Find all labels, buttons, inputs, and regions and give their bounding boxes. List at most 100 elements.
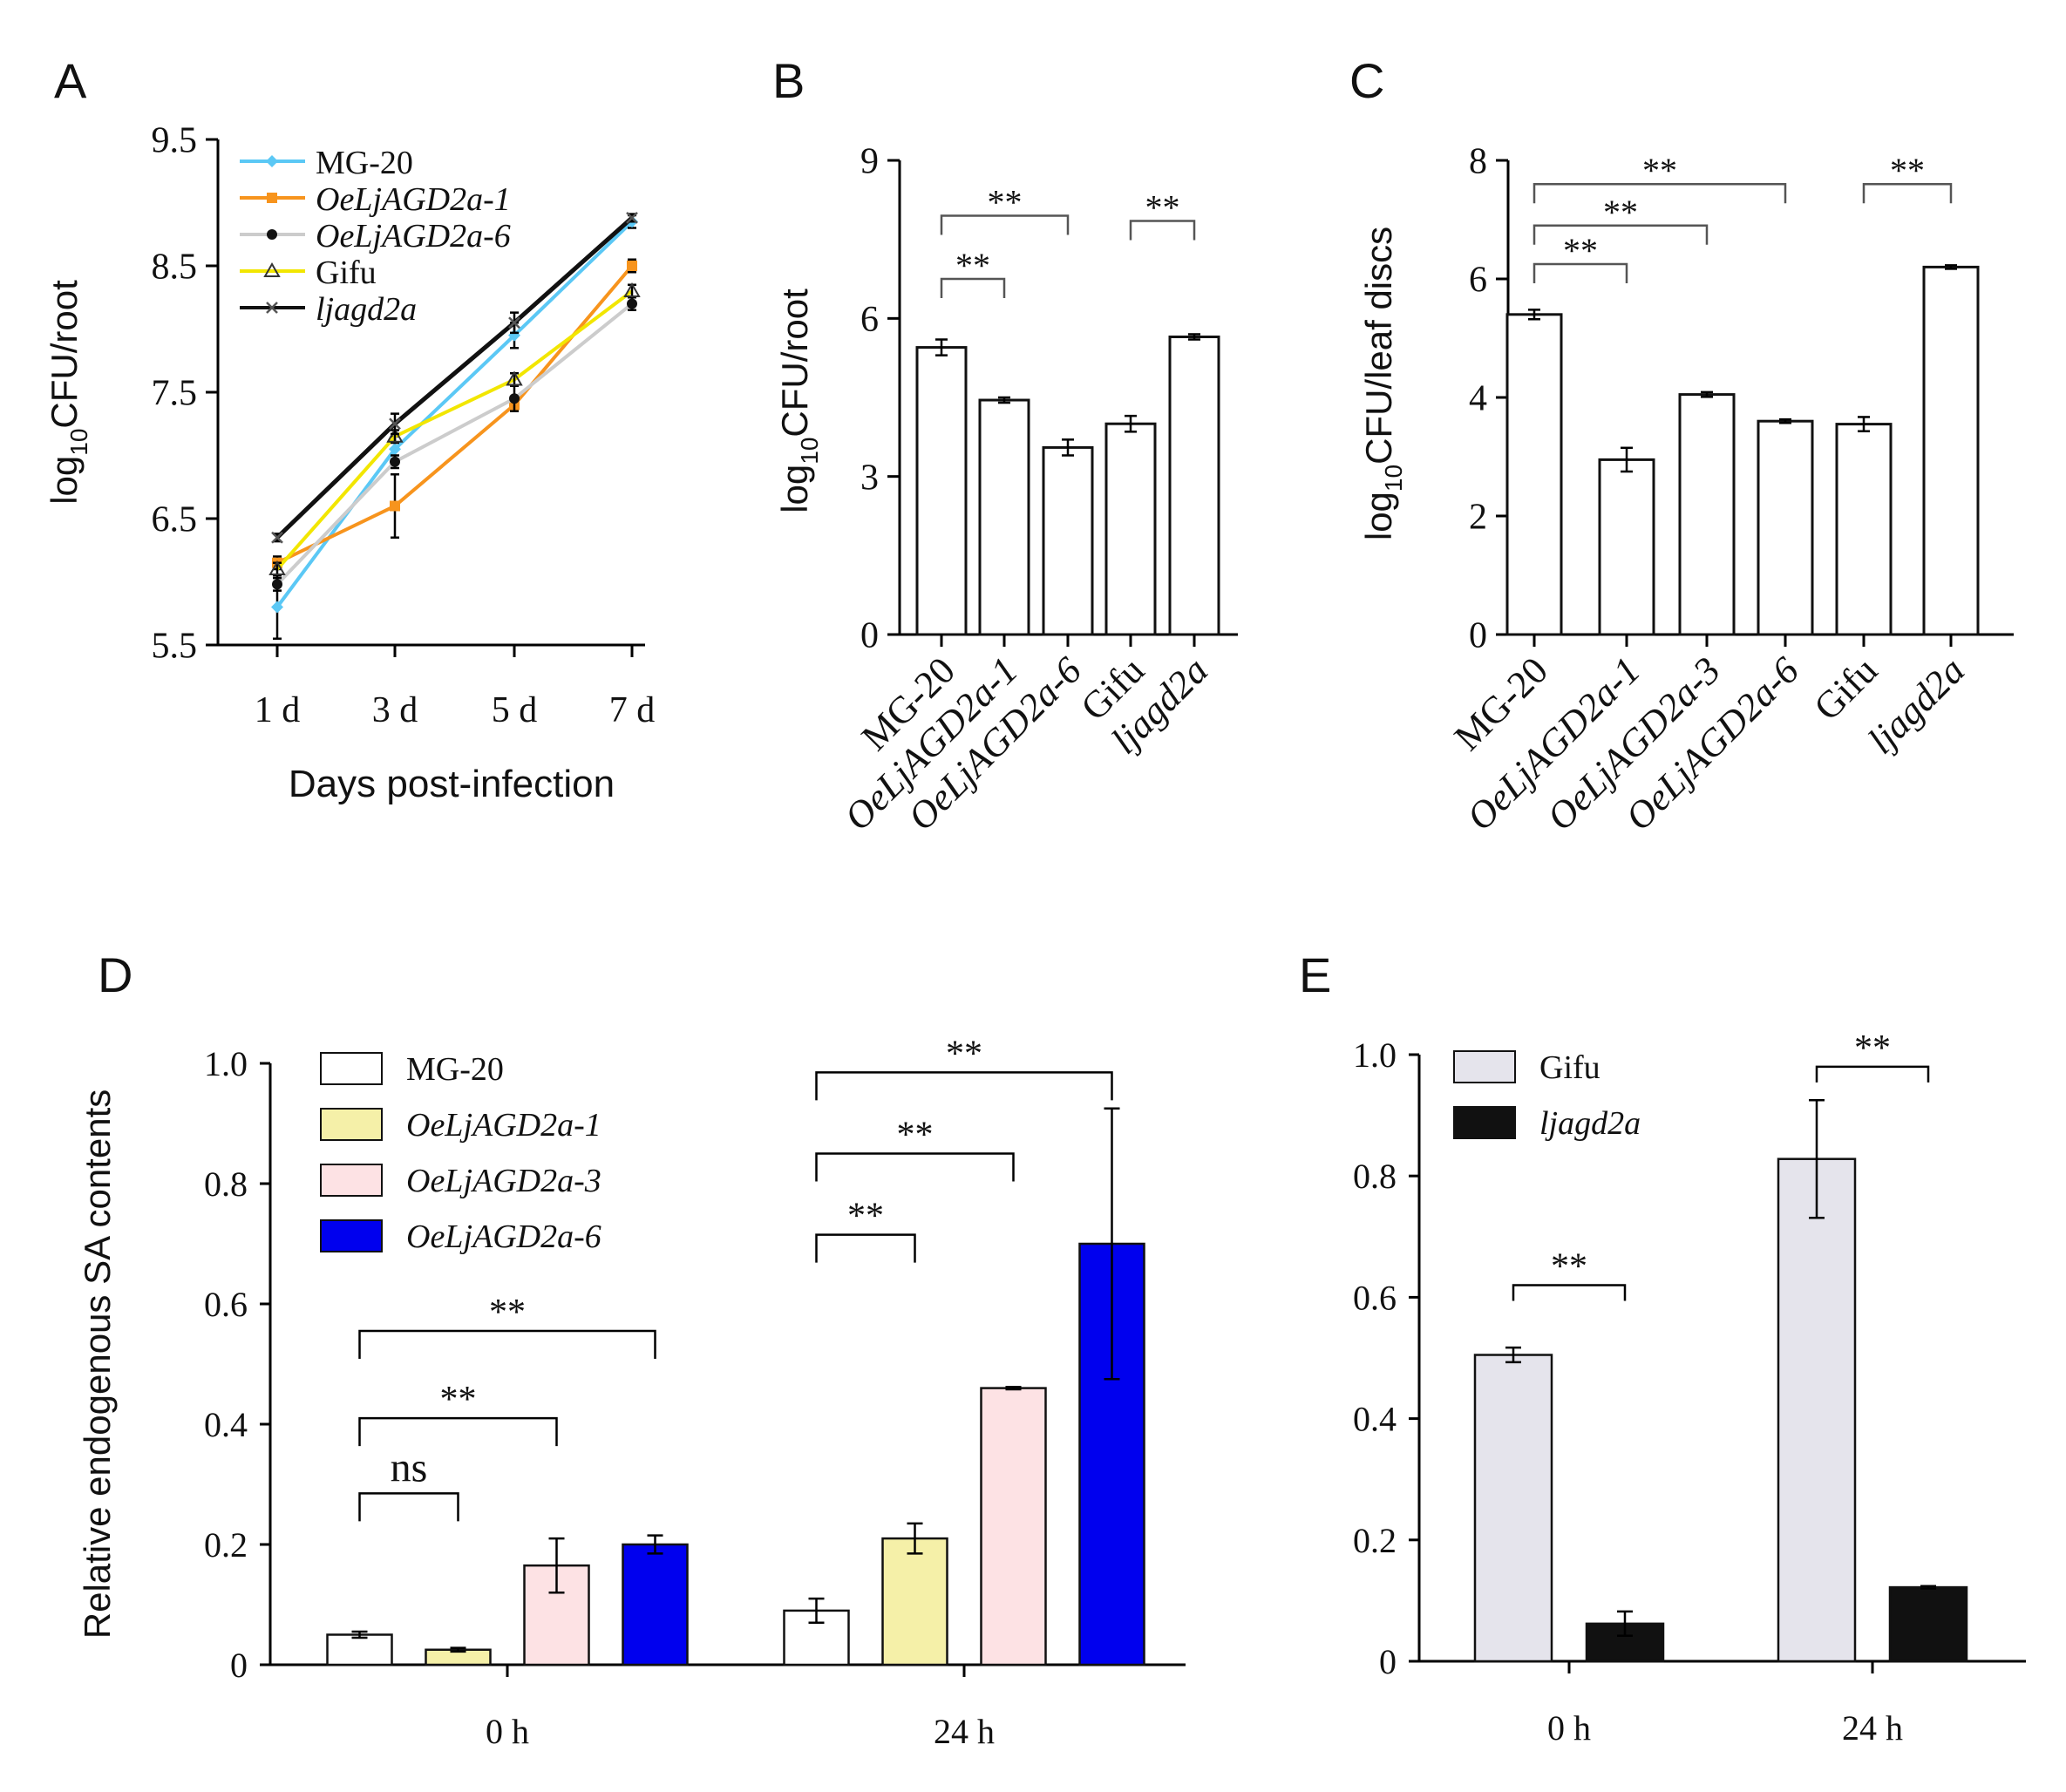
panel-b-y-tick-label: 9 xyxy=(860,142,879,182)
panel-a-series-oeljagd2a-6-point xyxy=(627,298,637,309)
panel-c-y-tick-label: 6 xyxy=(1469,261,1487,301)
panel-c-y-label-unit: CFU/leaf discs xyxy=(1358,227,1399,465)
panel-c-significance-bracket xyxy=(1533,262,1628,283)
panel-a-series-ljagd2a-point xyxy=(626,212,638,224)
panel-b-significance-bracket xyxy=(940,277,1006,298)
panel-a-x-tick-label: 1 d xyxy=(255,690,301,730)
panel-a-series-gifu-point xyxy=(268,560,286,575)
panel-a-line-chart: 5.5 6.5 7.5 8.5 9.5 1 d 3 d 5 d 7 d Days post-inf… xyxy=(44,121,655,805)
panel-d-significance-bracket xyxy=(815,1152,1015,1182)
panel-e-legend-gifu-swatch xyxy=(1453,1050,1516,1083)
panel-e-legend-ljagd2a-label: ljagd2a xyxy=(1539,1105,1641,1142)
panel-d-bar-oeljagd2a-1-24-h xyxy=(881,1537,948,1666)
panel-d-significance-bracket xyxy=(815,1233,916,1263)
panel-d-significance-bracket xyxy=(358,1329,656,1360)
panel-d-significance-label: ** xyxy=(440,1380,477,1420)
panel-a-series-oeljagd2a-6-point xyxy=(390,456,400,467)
panel-a-series-oeljagd2a-6-line xyxy=(275,302,634,586)
panel-e-significance-bracket xyxy=(1512,1284,1627,1301)
panel-e-bar-gifu-24-h xyxy=(1777,1157,1857,1663)
panel-e-y-tick-label: 0.6 xyxy=(1353,1278,1397,1317)
panel-b-bar-oeljagd2a-1 xyxy=(978,398,1030,636)
panel-a-x-tick-label: 7 d xyxy=(609,690,656,730)
panel-c-x-tick-label: ljagd2a xyxy=(1859,648,1973,762)
panel-a-series-gifu-point xyxy=(506,370,523,386)
panel-a-legend-oeljagd2a-6-label: OeLjAGD2a-6 xyxy=(316,218,511,255)
panel-a-legend-oeljagd2a-1-marker xyxy=(267,193,277,203)
panel-a-y-label-sub: 10 xyxy=(65,429,92,456)
panel-d-significance-label: ** xyxy=(897,1116,934,1156)
panel-c-bar-oeljagd2a-6 xyxy=(1757,419,1814,636)
panel-c-significance-bracket xyxy=(1533,182,1787,204)
panel-a-y-tick-label: 8.5 xyxy=(152,248,198,288)
panel-label-d: D xyxy=(98,947,133,1002)
panel-b-y-tick-label: 0 xyxy=(860,616,879,656)
panel-e-significance-label: ** xyxy=(1551,1246,1587,1286)
panel-d-significance-label: ** xyxy=(489,1293,526,1333)
panel-a-legend-oeljagd2a-6-marker xyxy=(267,229,277,240)
panel-d-y-tick-label: 0.6 xyxy=(204,1285,248,1324)
panel-e-significance-label: ** xyxy=(1854,1028,1891,1069)
panel-c-significance-label: ** xyxy=(1642,151,1677,190)
panel-c-y-label-log: log xyxy=(1358,492,1399,540)
panel-c-y-tick-label: 2 xyxy=(1469,498,1487,538)
panel-a-series-mg-20-point xyxy=(389,443,401,456)
panel-b-bar-chart: 0369MG-20OeLjAGD2a-1OeLjAGD2a-6Gifuljagd… xyxy=(774,142,1238,838)
panel-a-series-ljagd2a-point xyxy=(508,316,520,329)
panel-d-significance-bracket xyxy=(358,1416,558,1447)
panel-d-y-axis-label: Relative endogenous SA contents xyxy=(77,1089,118,1639)
panel-c-bar-oeljagd2a-3 xyxy=(1678,393,1736,636)
panel-c-significance-bracket xyxy=(1862,182,1953,204)
panel-a-series-mg-20-line xyxy=(275,220,634,608)
panel-c-significance-label: ** xyxy=(1603,193,1638,232)
panel-a-x-axis-label: Days post-infection xyxy=(289,763,615,805)
panel-d-significance-bracket xyxy=(358,1492,459,1522)
panel-d-legend-mg-20-swatch xyxy=(320,1052,383,1085)
panel-a-x-tick-label: 3 d xyxy=(372,690,418,730)
panel-d-significance-label: ** xyxy=(946,1034,982,1074)
panel-d-x-tick-label: 24 h xyxy=(934,1712,995,1751)
panel-b-y-tick-label: 3 xyxy=(860,458,879,498)
panel-a-y-label-log: log xyxy=(44,456,85,505)
panel-d-legend-oeljagd2a-3-label: OeLjAGD2a-3 xyxy=(406,1163,601,1199)
panel-a-series-oeljagd2a-6-point xyxy=(509,393,520,404)
panel-d-legend-oeljagd2a-6-swatch xyxy=(320,1219,383,1252)
panel-b-bar-oeljagd2a-6 xyxy=(1042,445,1094,636)
panel-a-legend-oeljagd2a-1-label: OeLjAGD2a-1 xyxy=(316,181,511,218)
panel-b-significance-bracket xyxy=(940,214,1070,235)
panel-a-series-ljagd2a-point xyxy=(389,417,401,431)
panel-c-y-tick-label: 0 xyxy=(1469,616,1487,656)
panel-e-legend-gifu-label: Gifu xyxy=(1539,1049,1600,1086)
panel-e-bar-gifu-0-h xyxy=(1473,1354,1553,1663)
panel-a-series-gifu-point xyxy=(623,282,641,297)
panel-a-legend-gifu-label: Gifu xyxy=(316,255,377,291)
panel-e-y-tick-label: 0.2 xyxy=(1353,1521,1397,1560)
panel-b-y-axis-label: log10CFU/root xyxy=(774,288,823,513)
panel-a-series-gifu-line xyxy=(275,289,634,571)
panel-a-legend-mg-20-label: MG-20 xyxy=(316,145,413,181)
panel-c-significance-label: ** xyxy=(1563,231,1598,270)
panel-a-series-oeljagd2a-6-point xyxy=(272,579,282,590)
panel-e-y-tick-label: 0.4 xyxy=(1353,1400,1397,1439)
panel-c-bar-mg-20 xyxy=(1505,313,1563,636)
panel-e-significance-bracket xyxy=(1815,1065,1930,1083)
panel-a-y-tick-label: 6.5 xyxy=(152,500,198,540)
panel-e-bar-ljagd2a-0-h xyxy=(1585,1622,1665,1663)
panel-b-significance-label: ** xyxy=(988,182,1023,221)
panel-d-y-tick-label: 0.8 xyxy=(204,1164,248,1204)
panel-a-legend-ljagd2a-marker xyxy=(266,302,278,314)
panel-e-bar-ljagd2a-24-h xyxy=(1888,1585,1968,1663)
panel-d-x-tick-label: 0 h xyxy=(486,1712,529,1751)
panel-c-bar-ljagd2a xyxy=(1922,265,1980,636)
panel-a-y-tick-label: 5.5 xyxy=(152,627,198,667)
panel-a-legend-ljagd2a-label: ljagd2a xyxy=(316,291,417,328)
panel-b-y-tick-label: 6 xyxy=(860,300,879,340)
panel-a-series-ljagd2a-point xyxy=(271,531,283,544)
panel-c-bar-gifu xyxy=(1835,423,1893,636)
panel-c-bar-chart: 02468MG-20OeLjAGD2a-1OeLjAGD2a-3OeLjAGD2… xyxy=(1358,142,2014,838)
panel-a-x-tick-label: 5 d xyxy=(492,690,538,730)
panel-d-legend-oeljagd2a-6-label: OeLjAGD2a-6 xyxy=(406,1218,601,1255)
panel-a-series-gifu-point xyxy=(386,427,404,443)
panel-a-y-tick-label: 9.5 xyxy=(152,121,198,161)
panel-b-significance-label: ** xyxy=(1145,188,1180,227)
